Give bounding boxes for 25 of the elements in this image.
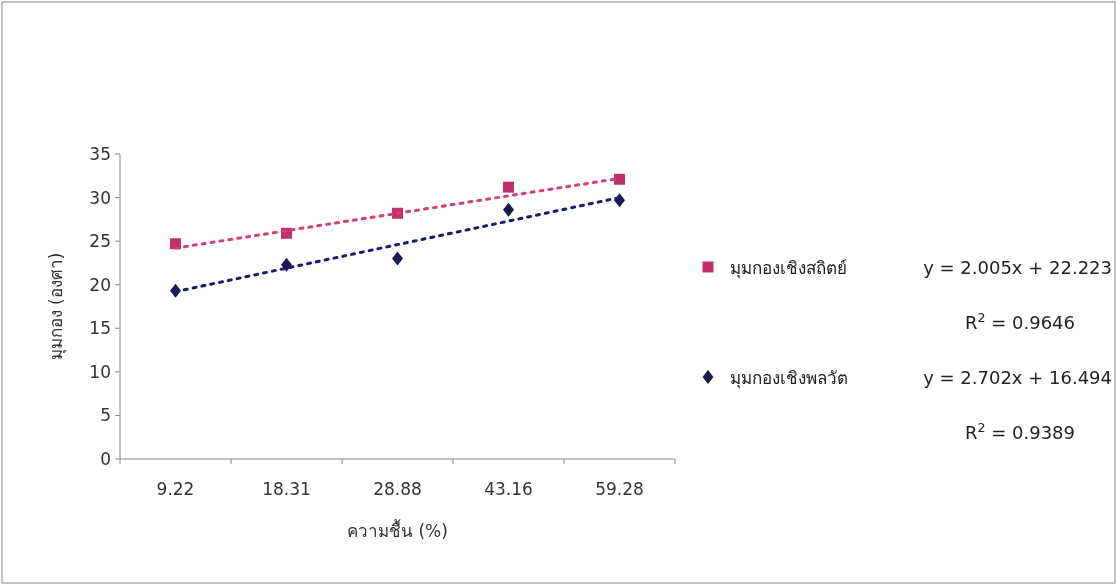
x-tick-label: 43.16 <box>484 479 533 499</box>
text: R$^{2}$ = 0.9646 <box>964 309 1075 333</box>
y-tick-label: 0 <box>100 449 111 469</box>
x-axis-title: ความชื้น (%) <box>347 519 448 541</box>
point <box>392 251 403 266</box>
y-axis-title: มุมกอง (องศา) <box>46 252 67 361</box>
y-tick-label: 5 <box>100 405 111 426</box>
legend-label: มุมกองเชิงพลวัต <box>730 368 848 389</box>
y-tick-label: 20 <box>89 274 111 295</box>
x-tick-label: 18.31 <box>262 479 311 499</box>
y-tick-label: 25 <box>89 231 111 252</box>
point <box>614 173 625 185</box>
y-tick-label: 15 <box>89 318 111 339</box>
point <box>503 202 514 217</box>
x-tick-label: 9.22 <box>156 479 195 499</box>
x-tick-label: 59.28 <box>595 479 644 499</box>
text: y = 2.702x + 16.494 <box>923 367 1112 388</box>
y-tick-label: 35 <box>89 144 111 164</box>
legend-label: มุมกองเชิงสถิตย์ <box>730 258 847 279</box>
point <box>503 181 514 193</box>
y-tick-label: 10 <box>89 361 111 382</box>
y-tick-label: 30 <box>89 187 111 208</box>
text: y = 2.005x + 22.223 <box>923 257 1112 278</box>
text: R$^{2}$ = 0.9389 <box>964 419 1075 443</box>
x-tick-label: 28.88 <box>373 479 422 499</box>
